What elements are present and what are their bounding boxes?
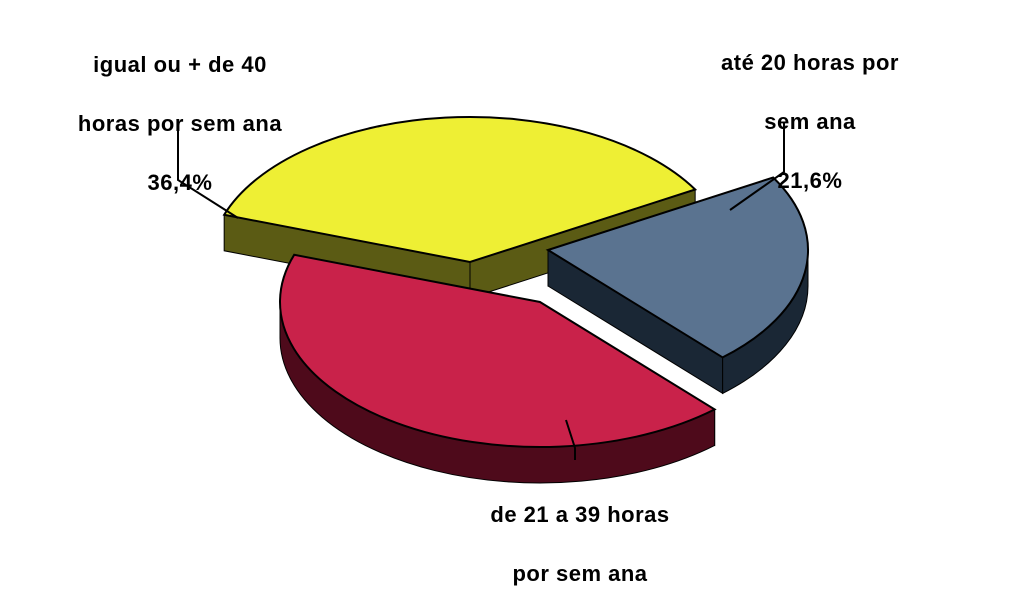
slice-label-line: igual ou + de 40: [93, 52, 267, 77]
slice-label-line: por sem ana: [512, 561, 647, 586]
slice-label-line: horas por sem ana: [78, 111, 282, 136]
slice-label-line: de 21 a 39 horas: [490, 502, 669, 527]
slice-label-percent: 21,6%: [778, 168, 843, 193]
slice-label-line: sem ana: [764, 109, 856, 134]
slice-label-line: até 20 horas por: [721, 50, 899, 75]
slice-label-ate20: até 20 horas por sem ana 21,6%: [660, 18, 960, 196]
slice-label-de21a39: de 21 a 39 horas por sem ana 42,0%: [430, 470, 730, 591]
slice-label-percent: 36,4%: [148, 170, 213, 195]
chart-stage: até 20 horas por sem ana 21,6% de 21 a 3…: [0, 0, 1023, 591]
slice-label-ge40: igual ou + de 40 horas por sem ana 36,4%: [20, 20, 340, 198]
